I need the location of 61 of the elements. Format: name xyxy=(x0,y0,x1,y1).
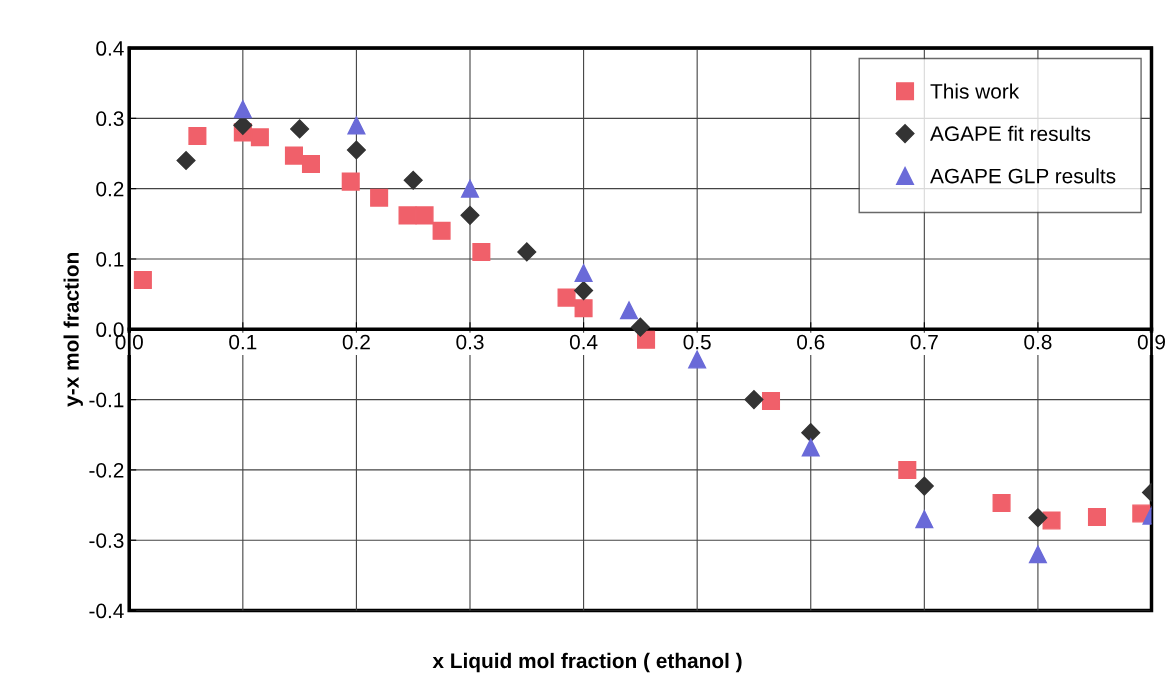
x-tick-label: 0.8 xyxy=(1024,334,1052,350)
point xyxy=(133,271,152,290)
point xyxy=(898,460,917,479)
point xyxy=(233,115,253,135)
point xyxy=(744,390,764,410)
x-tick-label: 0.1 xyxy=(229,334,257,350)
legend-label: AGAPE fit results xyxy=(930,125,1091,142)
point xyxy=(432,221,451,240)
point xyxy=(619,301,639,320)
x-tick-label: 0.3 xyxy=(456,334,484,350)
point xyxy=(557,288,576,307)
point xyxy=(290,119,310,139)
point xyxy=(915,510,934,529)
x-tick-label: 0.4 xyxy=(569,334,598,350)
point xyxy=(301,155,321,174)
x-tick-label: 0.6 xyxy=(797,334,825,350)
x-tick-label: 0.7 xyxy=(910,334,938,350)
point xyxy=(574,299,593,318)
point xyxy=(233,100,252,119)
point xyxy=(188,126,207,145)
point xyxy=(415,206,434,225)
point xyxy=(460,205,480,225)
x-axis-title: x Liquid mol fraction ( ethanol ) xyxy=(432,652,742,673)
y-tick-label: -0.4 xyxy=(89,603,124,619)
y-tick-label: 0.2 xyxy=(96,181,124,197)
point xyxy=(346,140,366,160)
point xyxy=(630,317,650,337)
point xyxy=(801,438,820,457)
point xyxy=(472,242,491,261)
legend-label: This work xyxy=(930,83,1020,99)
point xyxy=(460,179,480,198)
x-tick-label: 0.2 xyxy=(342,334,370,350)
legend-label: AGAPE GLP results xyxy=(930,168,1116,184)
point xyxy=(398,206,417,225)
point xyxy=(574,263,593,283)
point xyxy=(1028,545,1047,564)
point xyxy=(992,493,1011,512)
point xyxy=(250,128,269,147)
y-tick-label: 0.1 xyxy=(96,251,124,267)
y-tick-label: -0.1 xyxy=(89,392,124,408)
point xyxy=(914,476,934,496)
y-axis-title: y-x mol fraction xyxy=(63,253,83,407)
point xyxy=(517,242,537,262)
point xyxy=(574,281,594,301)
point xyxy=(1087,507,1107,527)
y-tick-label: -0.3 xyxy=(89,533,124,548)
y-tick-label: 0.3 xyxy=(96,111,124,127)
point xyxy=(801,423,821,443)
point xyxy=(176,150,196,171)
point xyxy=(370,188,389,207)
point xyxy=(688,350,707,369)
point xyxy=(347,116,366,135)
y-tick-label: 0.4 xyxy=(96,41,124,56)
y-tick-label: -0.2 xyxy=(89,462,124,478)
point xyxy=(1028,508,1048,528)
point xyxy=(284,146,303,165)
point xyxy=(761,391,781,411)
x-tick-label: 0.5 xyxy=(683,334,711,350)
point xyxy=(341,172,360,191)
point xyxy=(1042,511,1061,530)
point xyxy=(403,170,423,190)
